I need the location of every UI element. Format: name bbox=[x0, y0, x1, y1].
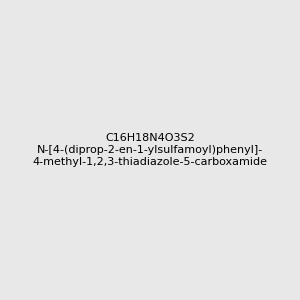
Text: C16H18N4O3S2
N-[4-(diprop-2-en-1-ylsulfamoyl)phenyl]-
4-methyl-1,2,3-thiadiazole: C16H18N4O3S2 N-[4-(diprop-2-en-1-ylsulfa… bbox=[32, 134, 268, 166]
